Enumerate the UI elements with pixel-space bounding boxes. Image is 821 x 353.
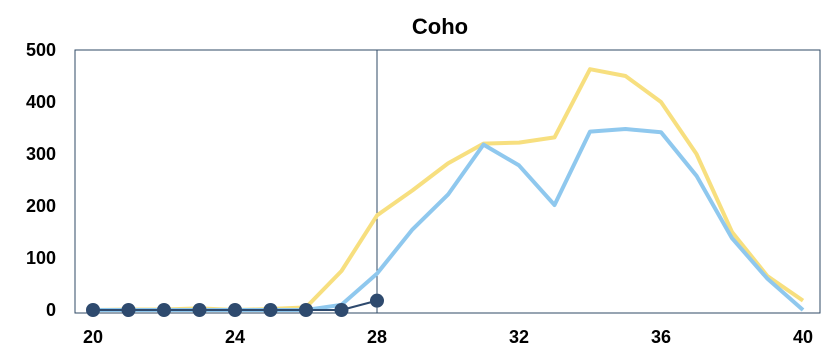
data-point: [228, 303, 242, 317]
data-point: [334, 303, 349, 317]
y-tick-label: 100: [26, 248, 56, 268]
data-point: [157, 303, 171, 317]
data-point: [370, 293, 384, 308]
x-tick-label: 28: [367, 327, 387, 347]
data-point: [192, 303, 207, 317]
y-tick-label: 300: [26, 144, 56, 164]
x-tick-label: 20: [83, 327, 103, 347]
data-point: [263, 303, 278, 317]
x-tick-label: 40: [793, 327, 813, 347]
y-tick-label: 500: [26, 40, 56, 60]
data-point: [299, 303, 313, 317]
data-point: [86, 303, 100, 317]
x-tick-labels: 20 24 28 32 36 40: [83, 327, 813, 347]
series-line-1: [92, 67, 805, 312]
x-tick-label: 32: [509, 327, 529, 347]
chart-title: Coho: [412, 14, 468, 39]
y-tick-labels: 0 100 200 300 400 500: [26, 40, 56, 320]
series-group: [86, 67, 805, 317]
y-tick-label: 200: [26, 196, 56, 216]
data-point: [121, 303, 136, 317]
x-tick-label: 36: [651, 327, 671, 347]
plot-area: [74, 49, 821, 314]
y-tick-label: 400: [26, 92, 56, 112]
x-tick-label: 24: [225, 327, 245, 347]
y-tick-label: 0: [46, 300, 56, 320]
